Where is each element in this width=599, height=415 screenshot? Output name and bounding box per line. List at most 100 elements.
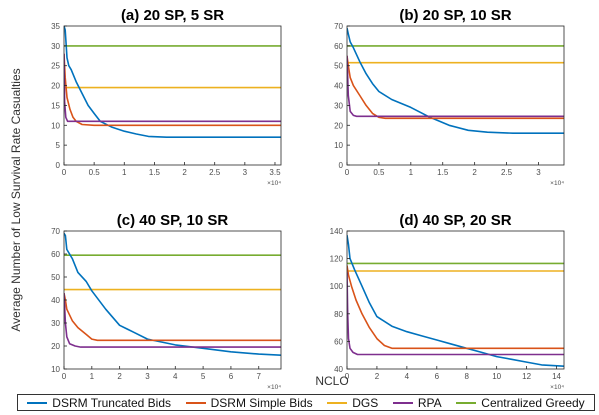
y-tick-label: 40: [334, 82, 343, 91]
y-tick-label: 10: [334, 141, 343, 150]
x-tick-label: 2: [182, 168, 187, 177]
x-multiplier-label: ×10⁴: [550, 180, 564, 187]
x-tick-label: 0: [62, 372, 67, 381]
legend-item: RPA: [392, 395, 442, 410]
x-tick-label: 1.5: [437, 168, 449, 177]
y-tick-label: 5: [56, 141, 61, 150]
legend-label: DSRM Simple Bids: [210, 395, 313, 410]
y-tick-label: 15: [51, 101, 60, 110]
legend-swatch: [185, 401, 206, 404]
y-tick-label: 25: [51, 62, 60, 71]
y-tick-label: 35: [51, 22, 60, 31]
plot-frame: [346, 25, 565, 166]
legend-label: DGS: [352, 395, 379, 410]
x-tick-label: 5: [201, 372, 206, 381]
legend-item: DSRM Truncated Bids: [27, 396, 171, 410]
series-line-dsrm-simple-bids: [347, 55, 564, 120]
x-tick-label: 3.5: [269, 168, 281, 177]
x-tick-label: 1: [409, 168, 414, 177]
y-tick-label: 20: [334, 121, 343, 130]
y-axis-label: Average Number of Low Survival Rate Casu…: [9, 68, 23, 331]
panel-1: (b) 20 SP, 10 SR0 0.5 1 1.5 2 2.5 301020304050…: [334, 7, 565, 187]
y-tick-label: 60: [334, 337, 343, 346]
x-tick-label: 2.5: [209, 168, 221, 177]
plot-frame: [346, 230, 565, 370]
series-line-dsrm-simple-bids: [64, 53, 281, 127]
legend-swatch: [327, 401, 348, 404]
y-tick-label: 30: [334, 101, 343, 110]
panel-0: (a) 20 SP, 5 SR 0 0.5 1 1.5 2 2.5 3 3.5 0 5 10 15 20 2…: [51, 7, 282, 187]
x-axis-label: NCLO: [315, 374, 348, 388]
y-tick-label: 20: [51, 82, 60, 91]
series-line-dsrm-truncated-bids: [64, 232, 281, 356]
legend-label: RPA: [417, 395, 442, 410]
x-multiplier-label: ×10⁴: [550, 384, 564, 391]
plot-frame: [63, 25, 282, 166]
y-tick-label: 40: [51, 296, 60, 305]
x-tick-label: 1: [90, 372, 95, 381]
series-line-dsrm-simple-bids: [347, 265, 564, 350]
y-tick-label: 40: [334, 365, 343, 374]
x-tick-label: 2: [472, 168, 477, 177]
x-tick-label: 6: [229, 372, 234, 381]
x-tick-label: 10: [492, 372, 501, 381]
x-tick-label: 3: [145, 372, 150, 381]
legend-item: DGS: [327, 396, 378, 410]
y-tick-label: 30: [51, 319, 60, 328]
x-tick-label: 0: [345, 168, 350, 177]
chart-panels: (a) 20 SP, 5 SR0 0.5 1 1.5 2 2.5 3 3.5051015202…: [51, 7, 565, 391]
legend-item: DSRM Simple Bids: [185, 395, 313, 410]
figure-canvas: Average Number of Low Survival Rate Casu…: [9, 7, 565, 391]
x-tick-label: 2.5: [501, 168, 513, 177]
series-line-rpa: [347, 55, 564, 118]
x-tick-label: 1: [122, 168, 127, 177]
y-tick-label: 70: [334, 22, 343, 31]
y-tick-label: 100: [330, 282, 344, 291]
x-tick-label: 1.5: [149, 168, 161, 177]
legend-label: Centralized Greedy: [481, 395, 585, 410]
panel-2: (c) 40 SP, 10 SR 0 1 2 3 4 5 6 7 10 20 30 40 50 60 70 ×1…: [51, 212, 282, 391]
x-tick-label: 12: [522, 372, 531, 381]
x-tick-label: 8: [464, 372, 469, 381]
x-tick-label: 3: [536, 168, 541, 177]
legend-swatch: [392, 401, 413, 404]
x-tick-label: 14: [552, 372, 561, 381]
y-tick-label: 50: [334, 62, 343, 71]
x-tick-label: 4: [405, 372, 410, 381]
y-tick-label: 140: [330, 227, 344, 236]
y-tick-label: 0: [339, 161, 344, 170]
x-tick-label: 2: [117, 372, 122, 381]
x-tick-label: 0.5: [373, 168, 385, 177]
x-tick-label: 6: [435, 372, 440, 381]
panel-title: (c) 40 SP, 10 SR: [117, 212, 229, 229]
legend-item: Centralized Greedy: [456, 395, 585, 410]
series-line-rpa: [64, 53, 281, 123]
y-tick-label: 0: [56, 161, 61, 170]
y-tick-label: 10: [51, 365, 60, 374]
x-tick-label: 0: [345, 372, 350, 381]
y-tick-label: 120: [330, 255, 344, 264]
x-tick-label: 4: [173, 372, 178, 381]
series-line-rpa: [64, 293, 281, 348]
x-tick-label: 2: [375, 372, 380, 381]
x-tick-label: 7: [257, 372, 262, 381]
plot-frame: [63, 230, 282, 370]
series-line-dsrm-simple-bids: [64, 292, 281, 342]
legend: DSRM Truncated Bids DSRM Simple Bids DGS RP…: [17, 394, 595, 411]
panel-title: (b) 20 SP, 10 SR: [399, 7, 511, 24]
x-tick-label: 0.5: [89, 168, 101, 177]
legend-swatch: [27, 401, 48, 404]
y-tick-label: 20: [51, 342, 60, 351]
panel-3: (d) 40 SP, 20 SR 0 2 4 6 8 10 12 14 40 60 80 100 120 1…: [330, 212, 565, 391]
series-line-rpa: [347, 272, 564, 356]
legend-label: DSRM Truncated Bids: [52, 395, 172, 410]
y-tick-label: 10: [51, 121, 60, 130]
series-line-dsrm-truncated-bids: [347, 27, 564, 134]
series-line-dsrm-truncated-bids: [64, 26, 281, 138]
y-tick-label: 60: [51, 250, 60, 259]
series-line-dsrm-truncated-bids: [347, 234, 564, 367]
x-multiplier-label: ×10⁴: [267, 180, 281, 187]
y-tick-label: 60: [334, 42, 343, 51]
panel-title: (d) 40 SP, 20 SR: [399, 212, 511, 229]
x-multiplier-label: ×10⁴: [267, 384, 281, 391]
